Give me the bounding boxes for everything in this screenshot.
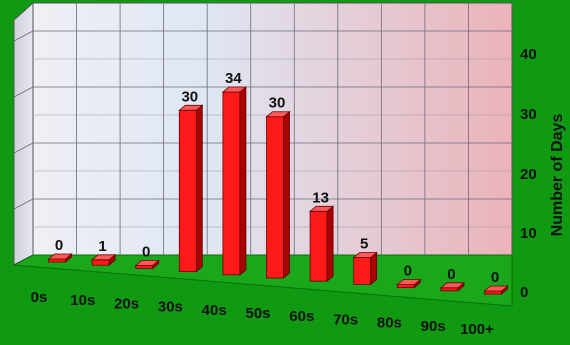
bar bbox=[308, 205, 335, 283]
y-tick-label: 10 bbox=[520, 225, 537, 242]
bar bbox=[483, 285, 509, 295]
data-label: 0 bbox=[491, 269, 499, 286]
bar-front bbox=[48, 258, 66, 263]
x-tick-label: 20s bbox=[114, 295, 139, 312]
bar-side bbox=[195, 104, 203, 273]
y-tick-label: 30 bbox=[520, 106, 537, 123]
bar-top bbox=[47, 253, 73, 260]
side-gridline bbox=[13, 86, 34, 98]
bar-top bbox=[178, 104, 204, 111]
y-axis-ticks: 0 10 20 30 40 bbox=[520, 46, 537, 301]
bar-top bbox=[265, 111, 291, 118]
bar-side bbox=[283, 110, 290, 279]
x-tick-label: 60s bbox=[289, 308, 314, 325]
x-tick-label: 70s bbox=[333, 311, 358, 328]
bar bbox=[352, 251, 378, 286]
side-wall bbox=[13, 1, 34, 266]
bar bbox=[134, 259, 160, 270]
bar-front bbox=[440, 287, 459, 292]
bar-top bbox=[221, 86, 248, 93]
data-label: 0 bbox=[404, 263, 412, 280]
bar-top bbox=[90, 254, 117, 261]
x-axis-ticks: 0s 10s 20s 30s 40s 50s 60s 70s 80s 90s 100+ bbox=[31, 289, 494, 338]
bar bbox=[396, 278, 422, 289]
bar bbox=[221, 86, 248, 276]
bar bbox=[265, 110, 291, 279]
bar-front bbox=[353, 257, 372, 285]
y-tick-label: 0 bbox=[520, 284, 528, 301]
gridlines bbox=[13, 3, 512, 255]
data-label: 30 bbox=[269, 95, 286, 112]
bar bbox=[439, 281, 466, 292]
bar-front bbox=[266, 116, 284, 279]
chart-walls bbox=[12, 1, 513, 307]
bar-front bbox=[484, 290, 502, 295]
data-label: 0 bbox=[142, 243, 150, 260]
x-tick-label: 40s bbox=[202, 302, 227, 319]
x-tick-label: 100+ bbox=[460, 321, 494, 338]
y-tick-label: 40 bbox=[520, 46, 537, 63]
bar-series bbox=[47, 86, 509, 295]
side-gridline bbox=[13, 30, 34, 42]
bar-side bbox=[326, 205, 334, 283]
y-axis-label: Number of Days bbox=[549, 114, 566, 237]
bar-front bbox=[91, 259, 110, 266]
bar-front bbox=[309, 210, 328, 282]
bar bbox=[47, 253, 73, 263]
bar bbox=[90, 253, 117, 267]
bar-top bbox=[352, 252, 378, 258]
x-tick-label: 0s bbox=[31, 289, 48, 306]
data-label: 5 bbox=[360, 236, 368, 253]
bar-top bbox=[396, 279, 422, 286]
bar-side bbox=[370, 251, 378, 286]
bar-front bbox=[135, 264, 154, 269]
bar bbox=[178, 104, 204, 273]
bar-top bbox=[134, 259, 160, 266]
x-tick-label: 10s bbox=[70, 292, 95, 309]
data-labels: 0 1 0 30 34 30 13 5 0 0 0 bbox=[55, 70, 499, 286]
bar-side bbox=[239, 86, 247, 276]
x-tick-label: 50s bbox=[245, 305, 270, 322]
x-tick-label: 30s bbox=[158, 299, 183, 316]
bar-top bbox=[439, 282, 466, 289]
data-label: 34 bbox=[225, 70, 242, 87]
x-tick-label: 90s bbox=[421, 318, 446, 335]
bar-front bbox=[178, 109, 197, 272]
bar-top bbox=[308, 205, 335, 212]
data-label: 1 bbox=[98, 238, 106, 255]
y-tick-label: 20 bbox=[520, 166, 537, 183]
data-label: 30 bbox=[181, 88, 198, 105]
x-tick-label: 80s bbox=[377, 315, 402, 332]
bar-front bbox=[222, 91, 241, 276]
side-gridline bbox=[13, 198, 34, 210]
side-gridline bbox=[13, 142, 34, 154]
data-label: 0 bbox=[447, 266, 455, 283]
data-label: 13 bbox=[312, 189, 329, 206]
bar-top bbox=[483, 285, 509, 292]
bar-front bbox=[396, 284, 415, 289]
data-label: 0 bbox=[55, 237, 63, 254]
